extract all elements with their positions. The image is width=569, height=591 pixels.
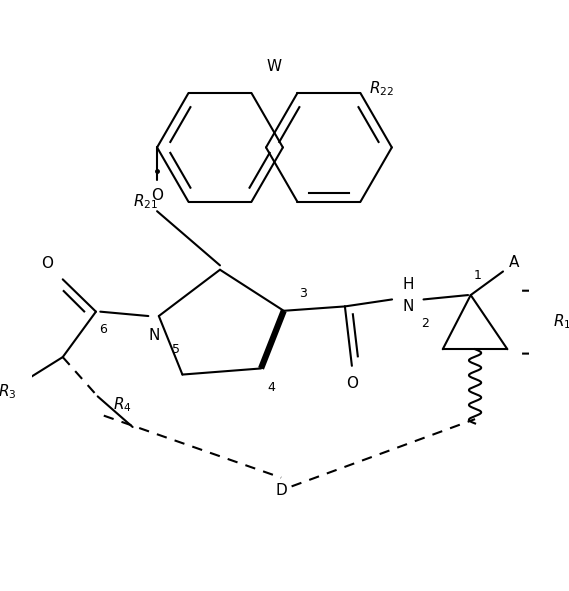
Text: O: O xyxy=(41,256,53,271)
Text: H: H xyxy=(402,277,414,292)
Text: $R_{22}$: $R_{22}$ xyxy=(369,79,394,98)
Text: 6: 6 xyxy=(99,323,107,336)
Text: $R_3$: $R_3$ xyxy=(0,383,17,401)
Text: 3: 3 xyxy=(299,287,307,300)
Text: $R_{21}$: $R_{21}$ xyxy=(133,193,158,211)
Text: N: N xyxy=(149,328,160,343)
Text: O: O xyxy=(151,188,163,203)
Text: 2: 2 xyxy=(421,317,429,330)
Text: 4: 4 xyxy=(267,381,275,394)
Text: 1: 1 xyxy=(474,269,481,282)
Text: $R_4$: $R_4$ xyxy=(113,396,131,414)
Text: 5: 5 xyxy=(172,343,180,356)
Text: $R_1$: $R_1$ xyxy=(553,313,569,332)
Text: A: A xyxy=(509,255,519,270)
Text: D: D xyxy=(275,483,287,498)
Text: N: N xyxy=(402,299,414,314)
Text: O: O xyxy=(346,376,358,391)
Text: W: W xyxy=(267,59,282,74)
